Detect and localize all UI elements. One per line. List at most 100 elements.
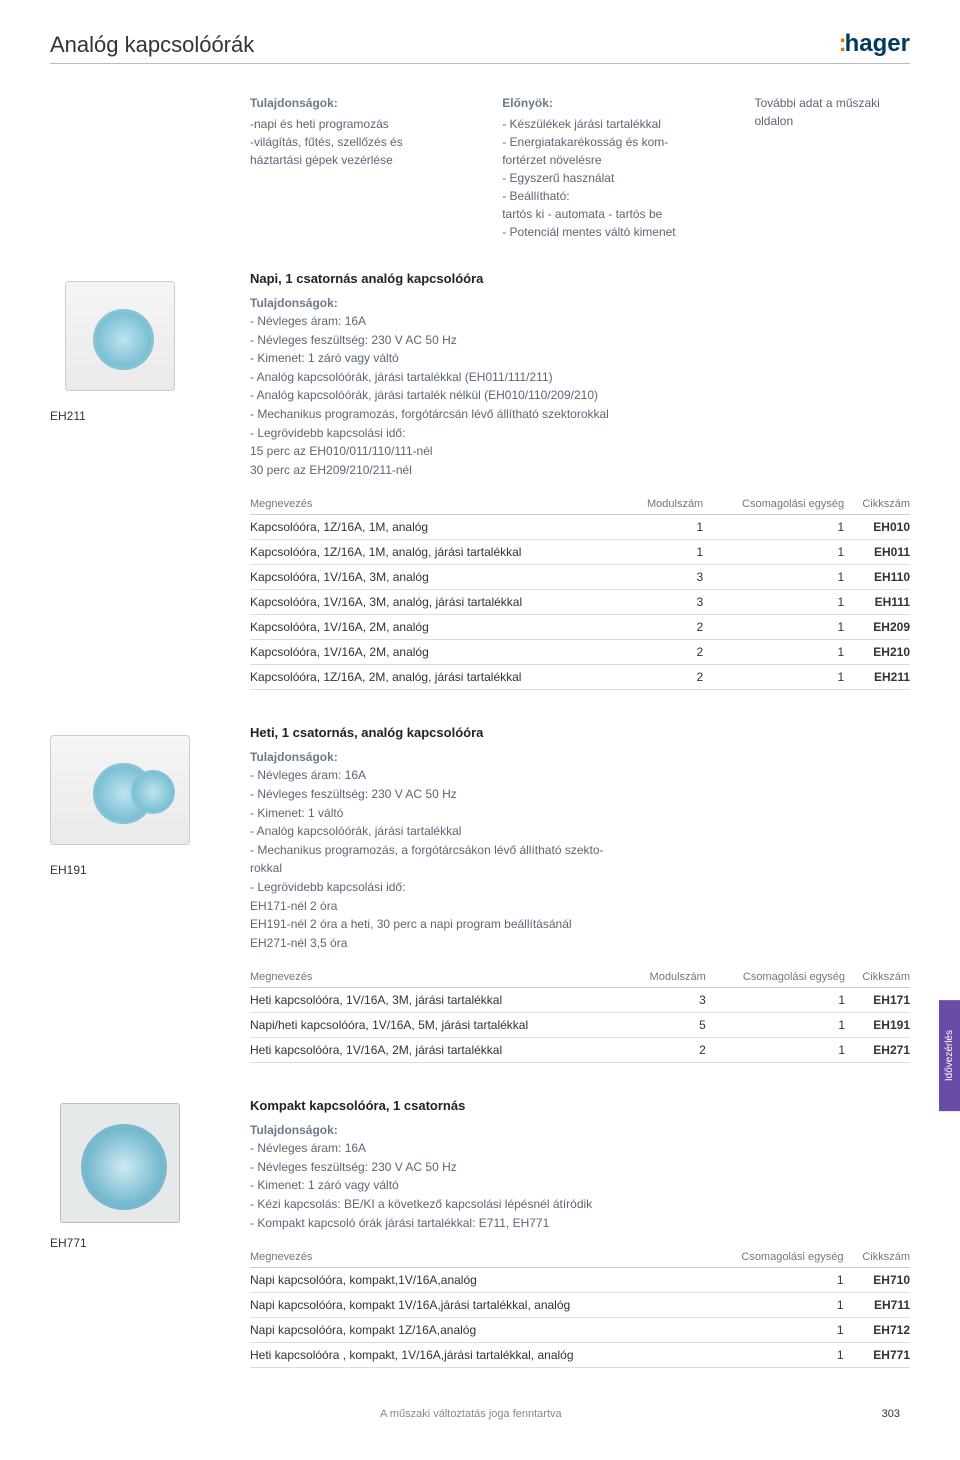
side-tab: Idővezérlés bbox=[939, 1000, 960, 1111]
product-label: EH211 bbox=[50, 409, 250, 423]
intro-columns: Tulajdonságok: -napi és heti programozás… bbox=[250, 94, 910, 241]
table-cell: Kapcsolóóra, 1V/16A, 3M, analóg, járási … bbox=[250, 590, 626, 615]
page-number: 303 bbox=[882, 1408, 900, 1420]
page-title: Analóg kapcsolóórák bbox=[50, 32, 254, 58]
footer-note: A műszaki változtatás joga fenntartva bbox=[380, 1408, 562, 1420]
props-heading: Tulajdonságok: bbox=[250, 750, 910, 764]
col-header: Csomagolási egység bbox=[706, 967, 845, 988]
table-row: Napi kapcsolóóra, kompakt,1V/16A,analóg1… bbox=[250, 1268, 910, 1293]
col-header: Csomagolási egység bbox=[701, 1247, 843, 1268]
table-cell: Heti kapcsolóóra, 1V/16A, 2M, járási tar… bbox=[250, 1038, 629, 1063]
table-row: Napi/heti kapcsolóóra, 1V/16A, 5M, járás… bbox=[250, 1013, 910, 1038]
col-header: Cikkszám bbox=[845, 967, 910, 988]
table-cell: Napi/heti kapcsolóóra, 1V/16A, 5M, járás… bbox=[250, 1013, 629, 1038]
col-header: Modulszám bbox=[629, 967, 706, 988]
table-cell: 3 bbox=[626, 565, 704, 590]
table-cell: 1 bbox=[703, 590, 844, 615]
brand-logo: :hager bbox=[839, 30, 910, 58]
table-cell: EH710 bbox=[844, 1268, 911, 1293]
table-cell: EH771 bbox=[844, 1343, 911, 1368]
table-row: Kapcsolóóra, 1V/16A, 3M, analóg31EH110 bbox=[250, 565, 910, 590]
section-title: Kompakt kapcsolóóra, 1 csatornás bbox=[250, 1098, 910, 1113]
table-cell: Napi kapcsolóóra, kompakt 1Z/16A,analóg bbox=[250, 1318, 701, 1343]
table-cell: EH110 bbox=[844, 565, 910, 590]
table-cell: EH111 bbox=[844, 590, 910, 615]
intro-col1-t: -napi és heti programozás -világítás, fű… bbox=[250, 115, 472, 169]
col-header: Cikkszám bbox=[844, 494, 910, 515]
header: Analóg kapcsolóórák :hager bbox=[50, 30, 910, 64]
table-cell: 1 bbox=[706, 988, 845, 1013]
table-cell: 1 bbox=[706, 1013, 845, 1038]
table-cell: 1 bbox=[626, 540, 704, 565]
table-cell: 1 bbox=[701, 1293, 843, 1318]
table-cell: Heti kapcsolóóra , kompakt, 1V/16A,járás… bbox=[250, 1343, 701, 1368]
table-cell: 1 bbox=[703, 565, 844, 590]
product-table: MegnevezésModulszámCsomagolási egységCik… bbox=[250, 494, 910, 690]
section-1: EH191 Heti, 1 csatornás, analóg kapcsolóó… bbox=[50, 725, 910, 1063]
table-row: Napi kapcsolóóra, kompakt 1Z/16A,analóg1… bbox=[250, 1318, 910, 1343]
product-table: MegnevezésModulszámCsomagolási egységCik… bbox=[250, 967, 910, 1063]
table-cell: Kapcsolóóra, 1V/16A, 2M, analóg bbox=[250, 640, 626, 665]
footer: A műszaki változtatás joga fenntartva 30… bbox=[50, 1408, 910, 1420]
intro-col3-t: További adat a műszaki oldalon bbox=[754, 94, 910, 130]
product-image bbox=[50, 271, 190, 401]
table-cell: EH011 bbox=[844, 540, 910, 565]
table-cell: 3 bbox=[629, 988, 706, 1013]
product-image bbox=[50, 725, 190, 855]
section-title: Heti, 1 csatornás, analóg kapcsolóóra bbox=[250, 725, 910, 740]
table-cell: EH171 bbox=[845, 988, 910, 1013]
product-label: EH191 bbox=[50, 863, 250, 877]
intro-col1-h: Tulajdonságok: bbox=[250, 94, 472, 112]
table-cell: EH191 bbox=[845, 1013, 910, 1038]
table-row: Heti kapcsolóóra, 1V/16A, 2M, járási tar… bbox=[250, 1038, 910, 1063]
table-row: Heti kapcsolóóra , kompakt, 1V/16A,járás… bbox=[250, 1343, 910, 1368]
table-row: Kapcsolóóra, 1Z/16A, 1M, analóg11EH010 bbox=[250, 515, 910, 540]
table-row: Kapcsolóóra, 1V/16A, 3M, analóg, járási … bbox=[250, 590, 910, 615]
section-0: EH211 Napi, 1 csatornás analóg kapcsolóór… bbox=[50, 271, 910, 690]
table-cell: 2 bbox=[626, 640, 704, 665]
table-cell: 2 bbox=[626, 615, 704, 640]
table-cell: Kapcsolóóra, 1Z/16A, 2M, analóg, járási … bbox=[250, 665, 626, 690]
intro-col2-t: - Készülékek járási tartalékkal - Energi… bbox=[502, 115, 724, 241]
props-body: - Névleges áram: 16A - Névleges feszülts… bbox=[250, 766, 910, 952]
table-cell: 1 bbox=[701, 1343, 843, 1368]
section-2: EH771 Kompakt kapcsolóóra, 1 csatornás Tul… bbox=[50, 1098, 910, 1368]
table-row: Kapcsolóóra, 1Z/16A, 2M, analóg, járási … bbox=[250, 665, 910, 690]
table-cell: 5 bbox=[629, 1013, 706, 1038]
table-cell: 3 bbox=[626, 590, 704, 615]
col-header: Megnevezés bbox=[250, 967, 629, 988]
table-row: Heti kapcsolóóra, 1V/16A, 3M, járási tar… bbox=[250, 988, 910, 1013]
intro-col2-h: Előnyök: bbox=[502, 94, 724, 112]
table-cell: EH010 bbox=[844, 515, 910, 540]
table-cell: 1 bbox=[701, 1268, 843, 1293]
table-cell: 2 bbox=[629, 1038, 706, 1063]
props-body: - Névleges áram: 16A - Névleges feszülts… bbox=[250, 312, 910, 479]
props-body: - Névleges áram: 16A - Névleges feszülts… bbox=[250, 1139, 910, 1232]
table-cell: 1 bbox=[706, 1038, 845, 1063]
product-image bbox=[50, 1098, 190, 1228]
table-cell: 1 bbox=[703, 540, 844, 565]
table-cell: EH209 bbox=[844, 615, 910, 640]
section-title: Napi, 1 csatornás analóg kapcsolóóra bbox=[250, 271, 910, 286]
intro-col-3: További adat a műszaki oldalon bbox=[754, 94, 910, 241]
col-header: Megnevezés bbox=[250, 494, 626, 515]
table-row: Napi kapcsolóóra, kompakt 1V/16A,járási … bbox=[250, 1293, 910, 1318]
props-heading: Tulajdonságok: bbox=[250, 1123, 910, 1137]
table-cell: Kapcsolóóra, 1V/16A, 2M, analóg bbox=[250, 615, 626, 640]
table-cell: Napi kapcsolóóra, kompakt,1V/16A,analóg bbox=[250, 1268, 701, 1293]
table-row: Kapcsolóóra, 1V/16A, 2M, analóg21EH210 bbox=[250, 640, 910, 665]
table-cell: 1 bbox=[703, 640, 844, 665]
intro-col-1: Tulajdonságok: -napi és heti programozás… bbox=[250, 94, 472, 241]
table-cell: 1 bbox=[703, 615, 844, 640]
table-cell: 1 bbox=[703, 665, 844, 690]
table-row: Kapcsolóóra, 1Z/16A, 1M, analóg, járási … bbox=[250, 540, 910, 565]
table-cell: EH210 bbox=[844, 640, 910, 665]
table-cell: Napi kapcsolóóra, kompakt 1V/16A,járási … bbox=[250, 1293, 701, 1318]
props-heading: Tulajdonságok: bbox=[250, 296, 910, 310]
table-cell: Heti kapcsolóóra, 1V/16A, 3M, járási tar… bbox=[250, 988, 629, 1013]
table-cell: 1 bbox=[703, 515, 844, 540]
table-cell: EH712 bbox=[844, 1318, 911, 1343]
table-row: Kapcsolóóra, 1V/16A, 2M, analóg21EH209 bbox=[250, 615, 910, 640]
col-header: Megnevezés bbox=[250, 1247, 701, 1268]
product-label: EH771 bbox=[50, 1236, 250, 1250]
